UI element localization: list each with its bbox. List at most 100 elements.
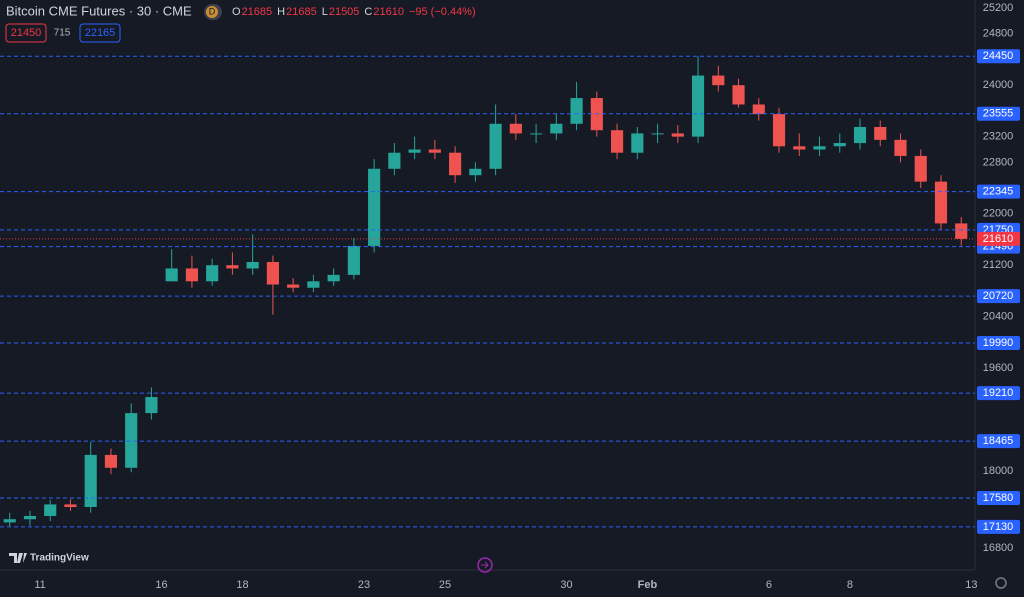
price-line-label: 17130 [983, 521, 1014, 533]
y-tick-label: 16800 [983, 542, 1014, 554]
price-line-label-bg [977, 289, 1020, 304]
candle-body [3, 519, 16, 523]
candle-body [570, 98, 583, 124]
ohlc-value: 21610 [373, 6, 404, 18]
ohlc-value: 21505 [329, 6, 360, 18]
candle-body [671, 133, 684, 137]
header: Bitcoin CME Futures · 30 · CME D 21450 7… [5, 3, 476, 43]
x-tick-label: 18 [236, 579, 248, 591]
candle-body [509, 123, 522, 134]
candle-body [732, 85, 745, 105]
candle-body [874, 126, 887, 140]
price-line-label: 22345 [983, 186, 1014, 198]
badge-dot [206, 6, 218, 18]
symbol-title: Bitcoin CME Futures · 30 · CME [6, 3, 192, 18]
brand-name: TradingView [30, 553, 89, 564]
x-tick-label: Feb [638, 579, 658, 591]
y-tick-label: 23200 [983, 131, 1014, 143]
candle-body [752, 104, 765, 115]
candle-body [226, 265, 239, 269]
candle-body [368, 168, 381, 246]
x-tick-label: 6 [766, 579, 772, 591]
candle-body [84, 454, 97, 507]
brand-logo: TradingView [9, 553, 89, 564]
spread: 715 [54, 28, 71, 39]
y-tick-label: 21200 [983, 259, 1014, 271]
price-line-label: 20720 [983, 290, 1014, 302]
ohlc-key: H [277, 6, 285, 18]
candle-body [631, 133, 644, 153]
price-line-label: 23555 [983, 108, 1014, 120]
ohlc-key: C [364, 6, 372, 18]
candle-body [833, 143, 846, 147]
y-tick-label: 22800 [983, 156, 1014, 168]
candle-body [206, 265, 219, 282]
ohlc-key: O [232, 6, 241, 18]
x-tick-label: 16 [155, 579, 167, 591]
candle-body [934, 181, 948, 224]
settings-gear[interactable] [995, 577, 1007, 589]
x-tick-label: 13 [965, 579, 977, 591]
candle-body [469, 168, 482, 176]
candle-body [428, 149, 441, 153]
candle-body [23, 515, 37, 520]
price-line-label-bg [977, 490, 1020, 505]
candle-body [266, 262, 279, 285]
candle-body [44, 504, 57, 516]
candle-body [955, 223, 968, 239]
candle-body [853, 126, 867, 144]
price-line-label-bg [977, 184, 1020, 199]
candle-body [813, 146, 826, 150]
scroll-icon [481, 561, 489, 569]
candle-body [307, 281, 320, 288]
change: −95 (−0.44%) [409, 6, 476, 18]
candle-body [104, 454, 118, 468]
candle-body [287, 284, 300, 288]
candle-body [894, 139, 907, 156]
candle-body [165, 268, 178, 282]
candle-body [712, 75, 725, 86]
last-price-label-bg [977, 231, 1020, 246]
y-tick-label: 19600 [983, 362, 1014, 374]
x-tick-label: 25 [439, 579, 451, 591]
candle-body [145, 397, 158, 414]
price-line-label-bg [977, 336, 1020, 351]
candle-body [185, 268, 198, 282]
y-tick-label: 24800 [983, 28, 1014, 40]
candle-body [408, 149, 421, 153]
scroll-to-realtime[interactable] [477, 557, 493, 573]
price-line-label-bg [977, 434, 1020, 449]
logo-icon [9, 553, 27, 563]
candle-body [327, 274, 340, 282]
sell-box[interactable] [5, 23, 47, 43]
price-line-label: 17580 [983, 492, 1014, 504]
candle-body [449, 152, 462, 176]
price-line-label: 19990 [983, 337, 1014, 349]
candle-body [914, 155, 927, 182]
candle-body [246, 262, 259, 269]
x-tick-label: 23 [358, 579, 370, 591]
candle-body [772, 114, 786, 147]
price-line-label-bg [977, 49, 1020, 64]
y-tick-label: 20400 [983, 311, 1014, 323]
price-line-label: 18465 [983, 435, 1014, 447]
last-price-label: 21610 [983, 233, 1014, 245]
y-tick-label: 22000 [983, 208, 1014, 220]
x-tick-label: 11 [34, 579, 45, 591]
candle-body [125, 413, 138, 468]
candle-body [347, 245, 360, 275]
buy-box[interactable] [79, 23, 121, 43]
sell-price: 21450 [11, 27, 42, 39]
price-line-label-bg [977, 106, 1020, 121]
x-tick-label: 8 [847, 579, 853, 591]
candle-body [64, 504, 77, 507]
price-line-label: 19210 [983, 387, 1014, 399]
candle-body [691, 75, 705, 137]
y-tick-label: 18000 [983, 465, 1014, 477]
ohlc-value: 21685 [286, 6, 317, 18]
price-line-label-bg [977, 519, 1020, 534]
x-tick-label: 30 [560, 579, 572, 591]
